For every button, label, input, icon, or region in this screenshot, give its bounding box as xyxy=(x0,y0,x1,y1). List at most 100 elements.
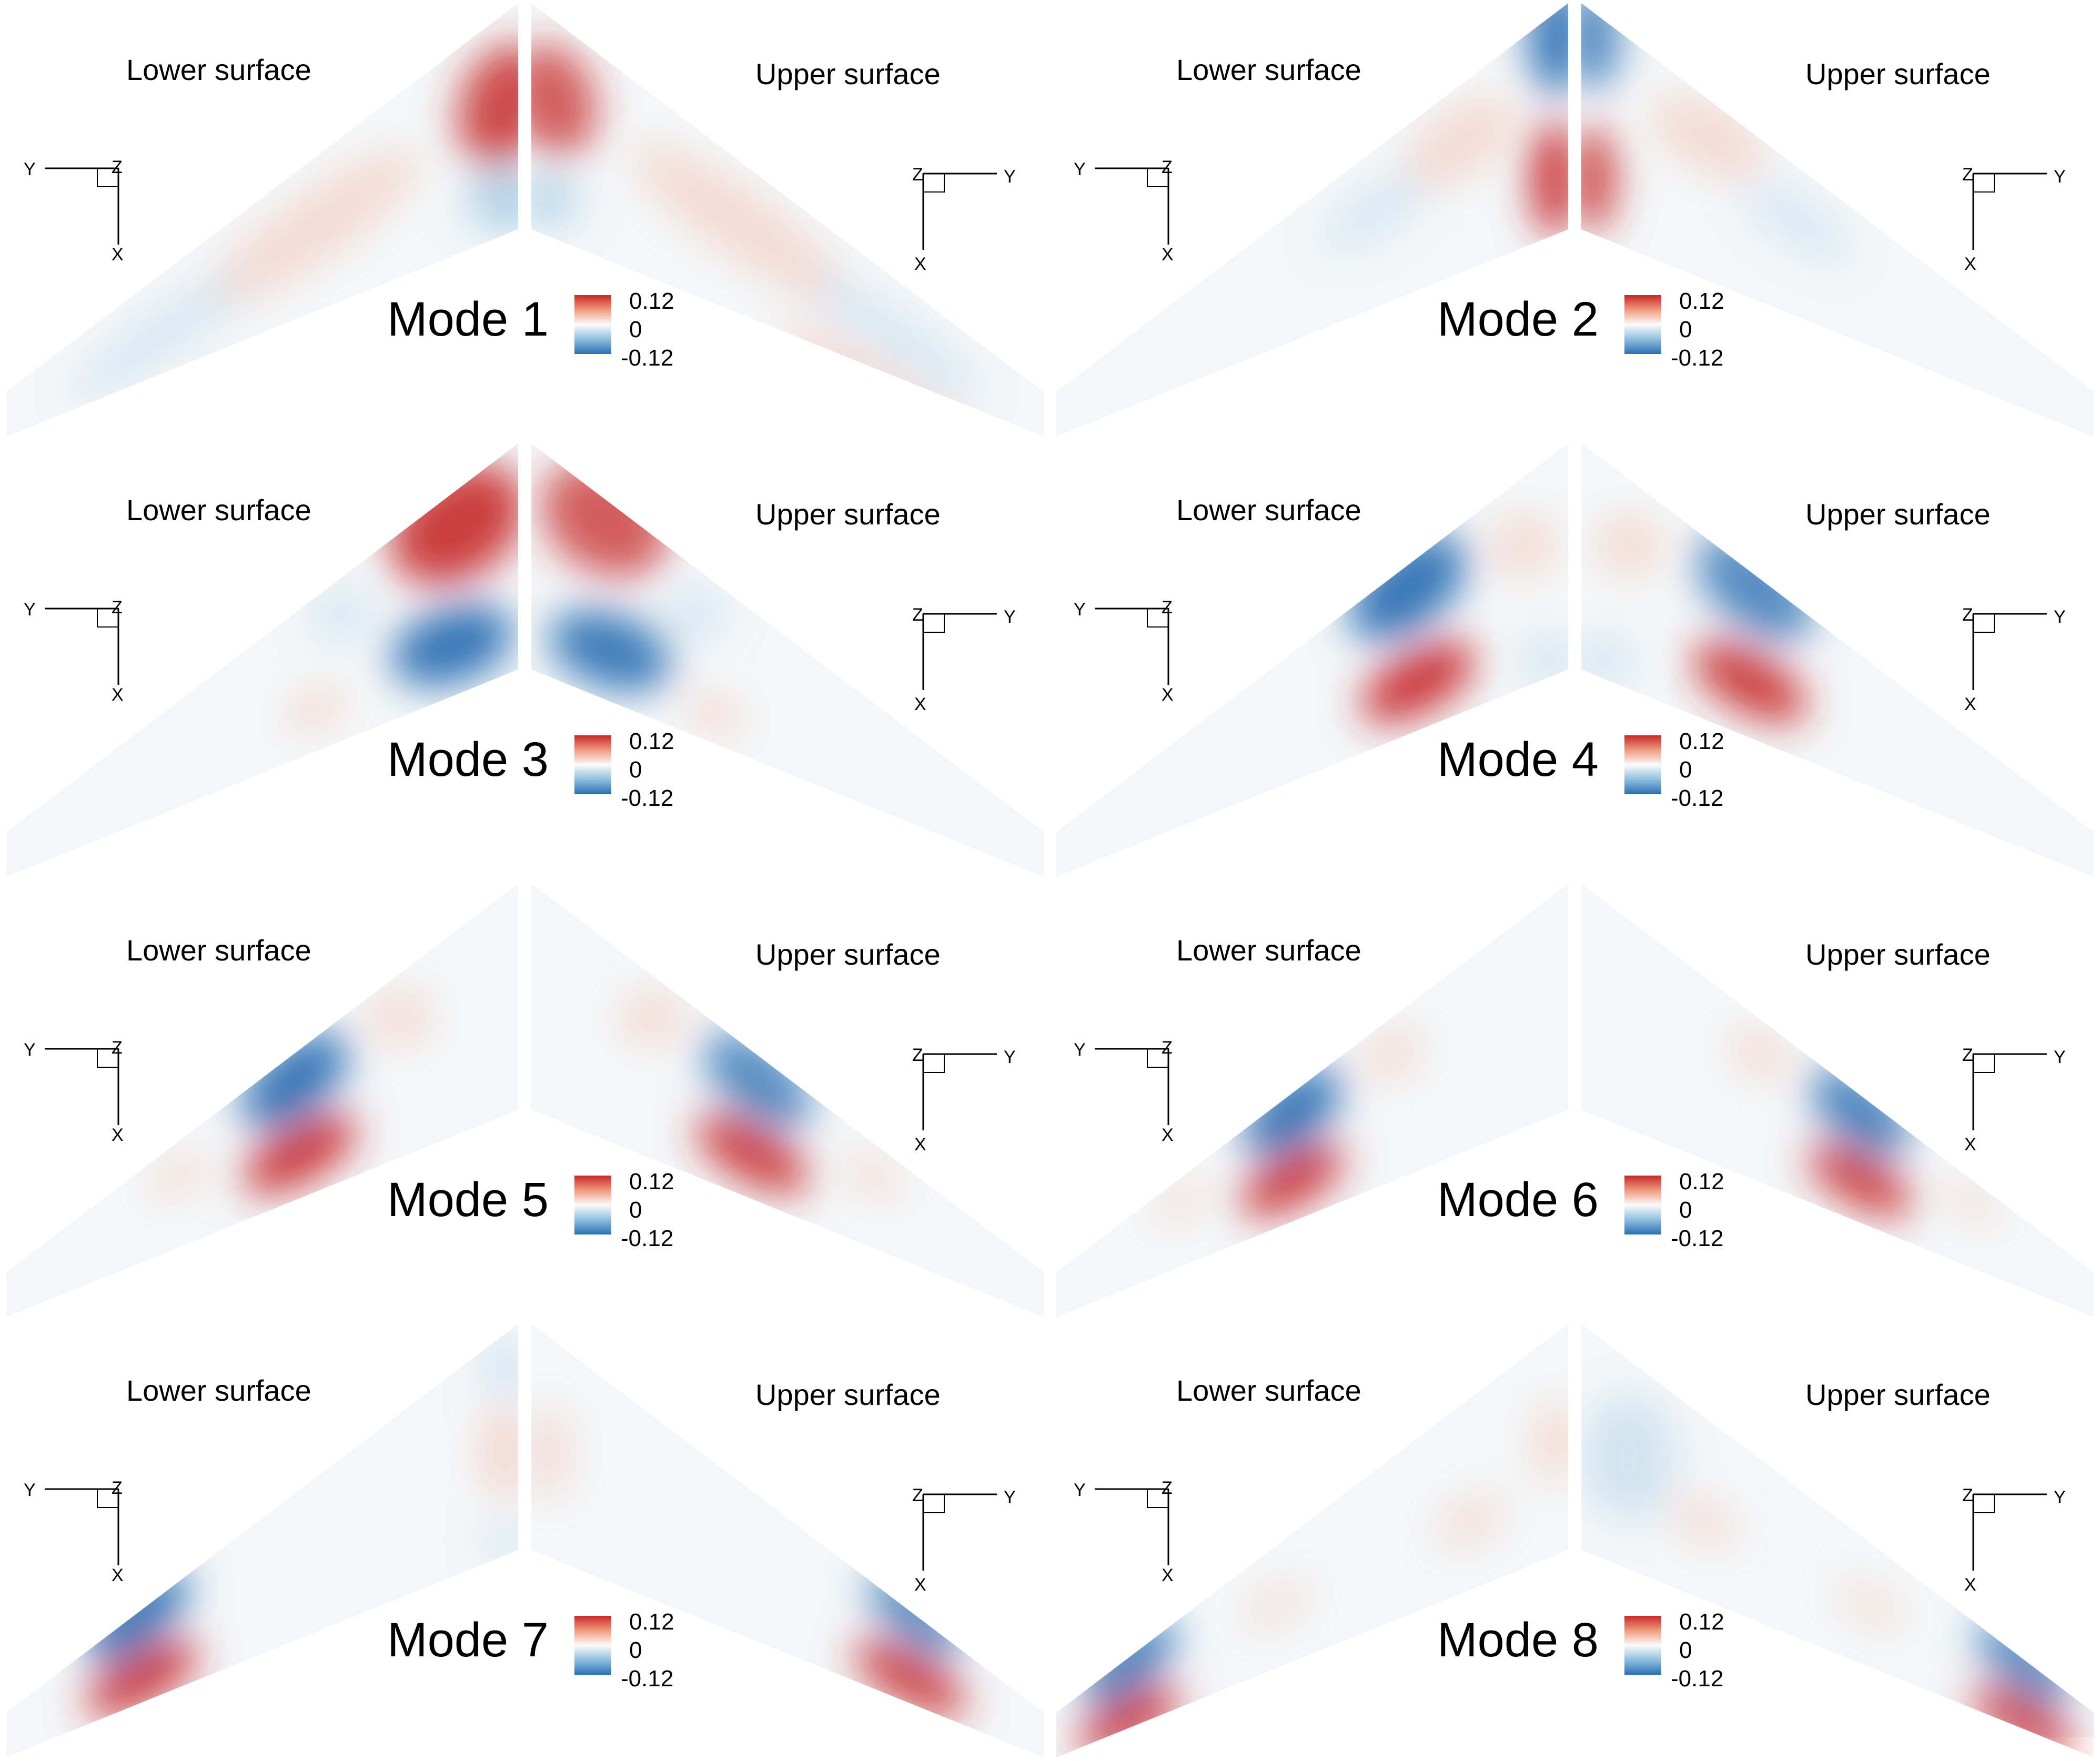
right-axis-triad: Y Z X xyxy=(1960,1481,2071,1597)
colorbar-min-label: -0.12 xyxy=(621,345,673,371)
right-axis-x-letter: X xyxy=(914,1135,926,1155)
left-axis-y-letter: Y xyxy=(1074,1480,1086,1501)
mode-title: Mode 4 xyxy=(1437,732,1599,787)
left-axis-x-letter: X xyxy=(1162,685,1174,705)
right-axis-z-letter: Z xyxy=(1962,165,1973,185)
colorbar-zero-label: 0 xyxy=(629,1197,642,1223)
left-axis-triad: Y Z X xyxy=(1071,155,1182,271)
left-axis-z-letter: Z xyxy=(112,1038,123,1058)
lower-surface-label: Lower surface xyxy=(1176,933,1361,967)
mode-panel: Lower surface Upper surface Mode 7 0.12 0 -0.… xyxy=(0,1321,1050,1761)
right-axis-x-letter: X xyxy=(1964,694,1976,715)
colorbar xyxy=(1624,295,1661,354)
colorbar xyxy=(1624,1176,1661,1234)
right-axis-y-letter: Y xyxy=(1004,167,1016,187)
left-axis-y-letter: Y xyxy=(24,159,36,180)
right-axis-x-letter: X xyxy=(914,1575,926,1595)
colorbar xyxy=(574,1176,611,1234)
lower-surface-label: Lower surface xyxy=(126,53,311,87)
left-axis-z-letter: Z xyxy=(112,1478,123,1499)
contour-region xyxy=(484,1337,526,1400)
mode-title: Mode 1 xyxy=(387,292,549,347)
left-axis-y-letter: Y xyxy=(24,600,36,620)
mode-title: Mode 5 xyxy=(387,1172,549,1228)
right-axis-z-letter: Z xyxy=(912,1045,923,1066)
contour-region xyxy=(1518,635,1581,687)
colorbar-zero-label: 0 xyxy=(1679,317,1692,343)
colorbar xyxy=(574,295,611,354)
mode-panel: Lower surface Upper surface Mode 5 0.12 0 -0.… xyxy=(0,881,1050,1321)
mode-panel: Lower surface Upper surface Mode 1 0.12 0 -0.… xyxy=(0,0,1050,440)
right-axis-x-letter: X xyxy=(1964,1135,1976,1155)
colorbar-min-label: -0.12 xyxy=(621,1226,673,1252)
left-axis-y-letter: Y xyxy=(1074,159,1086,180)
contour-region xyxy=(1568,126,1616,231)
mode-panel: Lower surface Upper surface Mode 8 0.12 0 -0.… xyxy=(1050,1321,2100,1761)
mode-panel: Lower surface Upper surface Mode 6 0.12 0 -0.… xyxy=(1050,881,2100,1321)
mode-title: Mode 3 xyxy=(387,732,549,787)
right-axis-y-letter: Y xyxy=(2054,1047,2066,1068)
mode-panel: Lower surface Upper surface Mode 3 0.12 0 -0.… xyxy=(0,440,1050,881)
left-axis-z-letter: Z xyxy=(1162,1478,1173,1499)
contour-region xyxy=(1571,635,1634,687)
colorbar-max-label: 0.12 xyxy=(629,288,674,315)
colorbar xyxy=(1624,735,1661,794)
left-axis-z-letter: Z xyxy=(112,598,123,618)
colorbar xyxy=(574,1616,611,1675)
mode-title: Mode 7 xyxy=(387,1613,549,1668)
colorbar-min-label: -0.12 xyxy=(1671,785,1723,812)
right-axis-y-letter: Y xyxy=(2054,1487,2066,1508)
left-axis-x-letter: X xyxy=(112,245,124,265)
left-axis-triad: Y Z X xyxy=(1071,1036,1182,1151)
contour-region xyxy=(1492,514,1555,577)
colorbar-zero-label: 0 xyxy=(1679,757,1692,783)
right-axis-triad: Y Z X xyxy=(1960,1041,2071,1157)
colorbar-zero-label: 0 xyxy=(629,317,642,343)
left-axis-triad: Y Z X xyxy=(21,155,132,271)
mode-title: Mode 2 xyxy=(1437,292,1599,347)
colorbar-min-label: -0.12 xyxy=(621,785,673,812)
upper-surface-label: Upper surface xyxy=(755,57,941,91)
right-axis-triad: Y Z X xyxy=(1960,160,2071,276)
left-axis-x-letter: X xyxy=(112,685,124,705)
colorbar-max-label: 0.12 xyxy=(629,728,674,755)
contour-region xyxy=(368,991,431,1044)
colorbar-zero-label: 0 xyxy=(1679,1197,1692,1223)
left-axis-x-letter: X xyxy=(112,1125,124,1146)
contour-region xyxy=(481,1405,529,1500)
mode-panel: Lower surface Upper surface Mode 4 0.12 0 -0.… xyxy=(1050,440,2100,881)
right-axis-y-letter: Y xyxy=(1004,607,1016,628)
upper-surface-label: Upper surface xyxy=(755,497,941,531)
contour-region xyxy=(523,1405,571,1500)
left-axis-x-letter: X xyxy=(1162,1565,1174,1586)
colorbar-min-label: -0.12 xyxy=(1671,1226,1723,1252)
contour-region xyxy=(663,588,726,640)
left-axis-triad: Y Z X xyxy=(1071,595,1182,711)
colorbar-zero-label: 0 xyxy=(1679,1637,1692,1664)
right-axis-z-letter: Z xyxy=(1962,605,1973,625)
left-axis-z-letter: Z xyxy=(1162,157,1173,178)
right-axis-z-letter: Z xyxy=(912,1485,923,1506)
left-axis-y-letter: Y xyxy=(1074,1040,1086,1060)
right-axis-y-letter: Y xyxy=(1004,1487,1016,1508)
left-axis-z-letter: Z xyxy=(1162,598,1173,618)
right-axis-z-letter: Z xyxy=(912,605,923,625)
contour-region xyxy=(468,168,542,231)
left-axis-z-letter: Z xyxy=(112,157,123,178)
lower-surface-label: Lower surface xyxy=(126,933,311,967)
colorbar-max-label: 0.12 xyxy=(629,1609,674,1635)
contour-region xyxy=(1531,121,1579,237)
left-axis-x-letter: X xyxy=(112,1565,124,1586)
colorbar-min-label: -0.12 xyxy=(1671,345,1723,371)
left-axis-triad: Y Z X xyxy=(21,1036,132,1151)
right-axis-x-letter: X xyxy=(914,254,926,275)
upper-surface-label: Upper surface xyxy=(1805,937,1991,971)
lower-surface-label: Lower surface xyxy=(126,1373,311,1408)
right-axis-triad: Y Z X xyxy=(910,1041,1021,1157)
contour-region xyxy=(621,991,684,1044)
left-axis-x-letter: X xyxy=(1162,245,1174,265)
upper-surface-label: Upper surface xyxy=(1805,497,1991,531)
upper-surface-label: Upper surface xyxy=(1805,57,1991,91)
contour-region xyxy=(1597,514,1660,577)
right-axis-triad: Y Z X xyxy=(1960,601,2071,716)
